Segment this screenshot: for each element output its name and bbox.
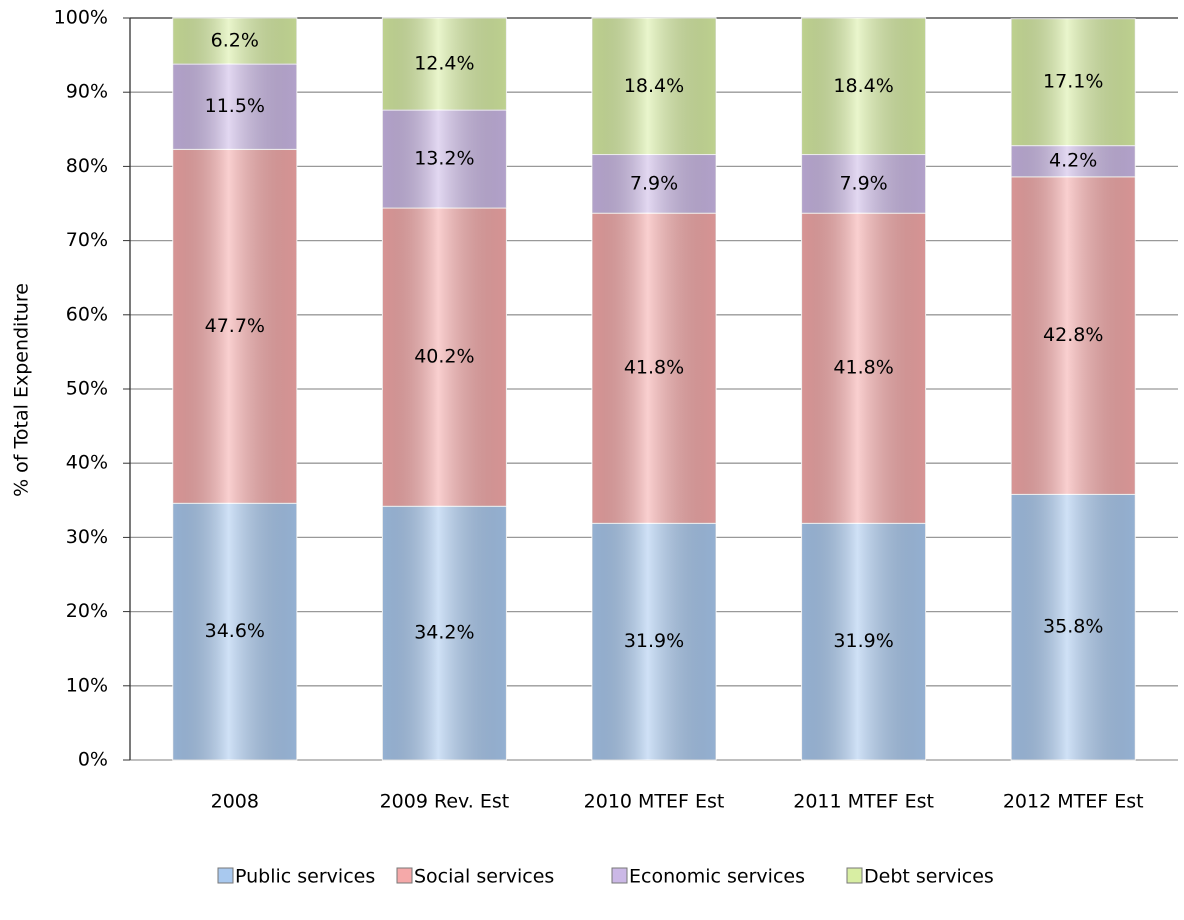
data-label: 18.4% <box>624 75 684 97</box>
bar-shine <box>801 523 926 760</box>
y-tick-label: 0% <box>78 749 108 771</box>
data-label: 7.9% <box>630 172 678 194</box>
bar-shine <box>1011 494 1136 760</box>
bar-shine <box>382 18 507 111</box>
legend-label: Debt services <box>864 866 994 888</box>
bar-shine <box>382 110 507 208</box>
bar-shine <box>801 18 926 155</box>
y-tick-label: 90% <box>66 81 108 103</box>
y-tick-label: 60% <box>66 303 108 325</box>
x-tick-label: 2011 MTEF Est <box>793 791 934 813</box>
bar-shine <box>801 213 926 524</box>
bar-shine <box>1011 145 1136 177</box>
data-label: 31.9% <box>624 630 684 652</box>
legend-swatch <box>396 867 413 884</box>
bar-shine <box>801 154 926 214</box>
data-label: 18.4% <box>833 75 893 97</box>
data-label: 47.7% <box>205 315 265 337</box>
y-tick-label: 70% <box>66 229 108 251</box>
bar-shine <box>172 149 297 504</box>
y-tick-label: 10% <box>66 674 108 696</box>
y-tick-label: 20% <box>66 600 108 622</box>
data-label: 40.2% <box>414 346 474 368</box>
x-tick-label: 2012 MTEF Est <box>1003 791 1144 813</box>
y-tick-label: 40% <box>66 452 108 474</box>
data-label: 17.1% <box>1043 71 1103 93</box>
bar-shine <box>592 18 716 155</box>
bar-shine <box>172 18 297 65</box>
bar-shine <box>382 207 507 507</box>
data-label: 11.5% <box>205 95 265 117</box>
bar-shine <box>592 523 716 760</box>
data-label: 7.9% <box>839 172 887 194</box>
bar-shine <box>382 506 507 760</box>
data-label: 4.2% <box>1049 150 1097 172</box>
bar-shine <box>172 64 297 150</box>
data-label: 34.6% <box>205 620 265 642</box>
data-label: 35.8% <box>1043 616 1103 638</box>
legend-label: Economic services <box>629 866 805 888</box>
data-label: 41.8% <box>833 357 893 379</box>
y-tick-label: 30% <box>66 526 108 548</box>
data-label: 41.8% <box>624 357 684 379</box>
data-label: 12.4% <box>414 53 474 75</box>
bar-shine <box>592 154 716 214</box>
data-label: 42.8% <box>1043 324 1103 346</box>
legend-swatch <box>846 867 863 884</box>
legend-label: Public services <box>235 866 375 888</box>
bar-shine <box>592 213 716 524</box>
x-tick-label: 2010 MTEF Est <box>584 791 725 813</box>
y-tick-label: 50% <box>66 378 108 400</box>
y-axis-label: % of Total Expenditure <box>11 283 33 497</box>
data-label: 6.2% <box>211 30 259 52</box>
bar-shine <box>1011 18 1136 146</box>
y-tick-label: 100% <box>54 7 108 29</box>
bar-shine <box>172 503 297 760</box>
x-tick-label: 2008 <box>211 791 259 813</box>
legend-label: Social services <box>414 866 554 888</box>
data-label: 31.9% <box>833 630 893 652</box>
legend-swatch <box>611 867 628 884</box>
legend-swatch <box>217 867 234 884</box>
y-tick-label: 80% <box>66 155 108 177</box>
x-tick-label: 2009 Rev. Est <box>380 791 510 813</box>
bar-shine <box>1011 176 1136 495</box>
data-label: 13.2% <box>414 147 474 169</box>
data-label: 34.2% <box>414 622 474 644</box>
